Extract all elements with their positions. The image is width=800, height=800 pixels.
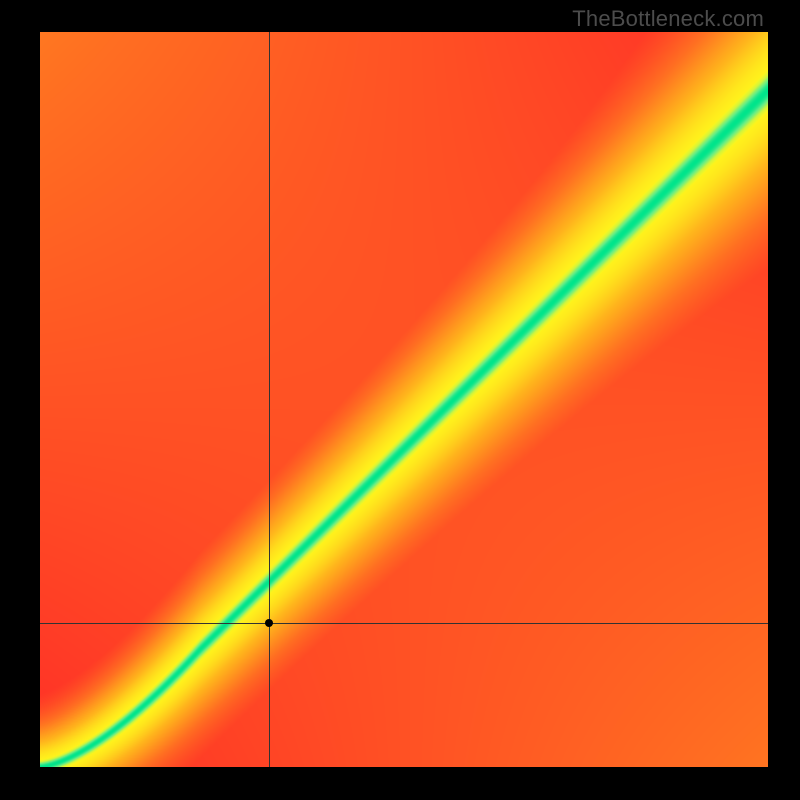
watermark-text: TheBottleneck.com (572, 6, 764, 32)
figure-root: TheBottleneck.com (0, 0, 800, 800)
heatmap-canvas (40, 32, 768, 767)
heatmap-plot (40, 32, 768, 767)
crosshair-horizontal (40, 623, 768, 624)
marker-dot (265, 619, 273, 627)
crosshair-vertical (269, 32, 270, 767)
